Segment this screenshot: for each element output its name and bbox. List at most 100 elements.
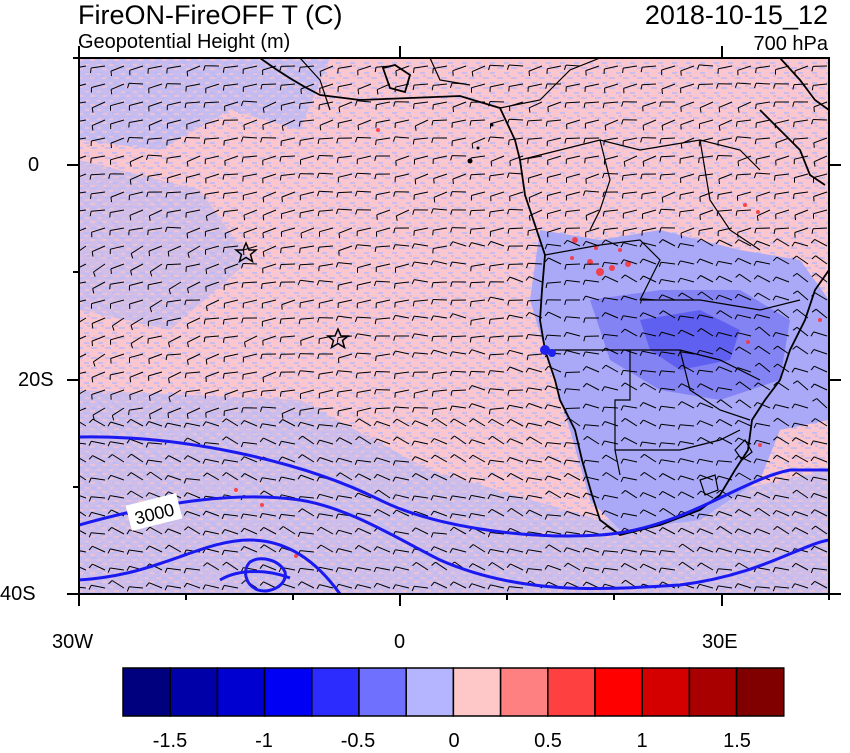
wind-barb [243, 264, 257, 265]
wind-barb-flag [470, 302, 471, 307]
wind-barb-flag [72, 212, 73, 217]
wind-barb-flag [149, 251, 150, 256]
colorbar-box [595, 668, 642, 716]
wind-barb-flag [223, 68, 224, 73]
wind-barb-flag [432, 410, 433, 415]
wind-barb-flag [433, 230, 434, 235]
wind-barb-flag [92, 341, 93, 346]
wind-barb-flag [662, 89, 663, 94]
wind-barb-flag [738, 161, 739, 166]
wind-barb [319, 191, 333, 192]
wind-barb-flag [149, 126, 150, 131]
wind-barb-flag [70, 587, 72, 592]
wind-barb-flag [111, 269, 112, 274]
wind-barb-flag [223, 194, 224, 199]
wind-barb-flag [642, 194, 643, 199]
wind-barb-flag [681, 144, 682, 149]
wind-barb-flag [263, 215, 264, 220]
wind-barb-flag [337, 158, 338, 163]
wind-barb-flag [130, 215, 131, 220]
wind-barb-flag [794, 194, 795, 199]
wind-barb-flag [74, 325, 75, 330]
wind-barb-flag [70, 419, 74, 422]
wind-barb-flag [262, 284, 263, 289]
wind-barb-flag [319, 374, 320, 379]
wind-barb-flag [719, 107, 720, 112]
wind-barb-flag [206, 269, 207, 274]
wind-barb [262, 84, 276, 85]
wind-barb-flag [300, 410, 301, 415]
wind-barb [224, 174, 238, 175]
wind-barb [566, 264, 580, 265]
wind-barb [281, 264, 295, 265]
wind-barb-flag [414, 104, 415, 109]
wind-barb-flag [643, 125, 644, 130]
colorbar-box [501, 668, 548, 716]
wind-barb-flag [168, 413, 169, 418]
colorbar-box [406, 668, 453, 716]
wind-barb-flag [91, 68, 92, 73]
lon-label-30e: 30E [702, 631, 738, 654]
wind-barb [604, 173, 618, 174]
wind-barb-flag [300, 104, 301, 109]
colorbar-box [359, 668, 406, 716]
wind-barb-flag [187, 233, 188, 238]
wind-barb-flag [623, 68, 624, 73]
wind-barb [509, 390, 523, 391]
colorbar-box [217, 668, 264, 716]
wind-barb-flag [281, 248, 282, 253]
wind-barb-flag [414, 68, 415, 73]
map-plot: 3000 [70, 58, 829, 594]
wind-barb-flag [75, 254, 77, 259]
wind-barb [338, 192, 352, 193]
colorbar-box [170, 668, 217, 716]
wind-barb-flag [814, 107, 815, 112]
wind-barb-flag [91, 158, 92, 163]
wind-barb-flag [71, 508, 75, 511]
wind-barb-flag [453, 107, 454, 112]
wind-barb-flag [490, 212, 491, 217]
wind-barb [566, 372, 580, 373]
wind-barb-flag [167, 302, 168, 307]
wind-barb-flag [736, 122, 737, 127]
wind-barb-flag [186, 392, 187, 397]
wind-barb [433, 300, 447, 301]
wind-barb-flag [148, 230, 149, 235]
wind-barb-flag [605, 125, 606, 130]
wind-barb-flag [168, 252, 169, 257]
lon-label-30w: 30W [52, 631, 93, 654]
wind-barb-flag [70, 549, 72, 554]
wind-barb-flag [70, 527, 73, 531]
colorbar-box [312, 668, 359, 716]
wind-barb-flag [358, 125, 359, 130]
wind-barb [471, 282, 485, 283]
wind-barb-flag [263, 197, 264, 202]
wind-barb [718, 156, 732, 157]
wind-barb-flag [167, 158, 168, 163]
wind-barb-flag [794, 122, 795, 127]
wind-barb-flag [129, 410, 130, 415]
wind-barb [357, 137, 371, 138]
lat-label-0: 0 [28, 154, 39, 177]
wind-barb-flag [70, 455, 74, 459]
wind-barb-flag [394, 284, 395, 289]
wind-barb-flag [263, 233, 264, 238]
site-marker [548, 349, 556, 357]
wind-barb-flag [377, 215, 378, 220]
wind-barb [490, 102, 504, 103]
wind-barb-flag [280, 392, 281, 397]
wind-barb-flag [719, 179, 720, 184]
wind-barb-flag [376, 356, 377, 361]
wind-barb [509, 209, 523, 210]
wind-barb-flag [130, 377, 131, 382]
wind-barb-flag [224, 338, 225, 343]
wind-barb-flag [92, 324, 93, 329]
wind-barb [794, 84, 808, 85]
wind-barb-flag [244, 125, 245, 130]
wind-barb-flag [529, 198, 530, 203]
wind-barb-flag [681, 71, 682, 76]
wind-barb [357, 191, 371, 192]
wind-barb-flag [489, 176, 490, 181]
island-dot [491, 124, 494, 127]
wind-barb [186, 138, 200, 139]
